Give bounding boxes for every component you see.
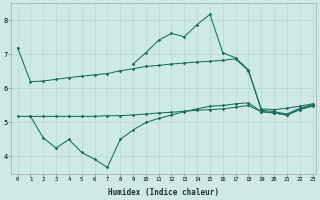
- X-axis label: Humidex (Indice chaleur): Humidex (Indice chaleur): [108, 188, 219, 197]
